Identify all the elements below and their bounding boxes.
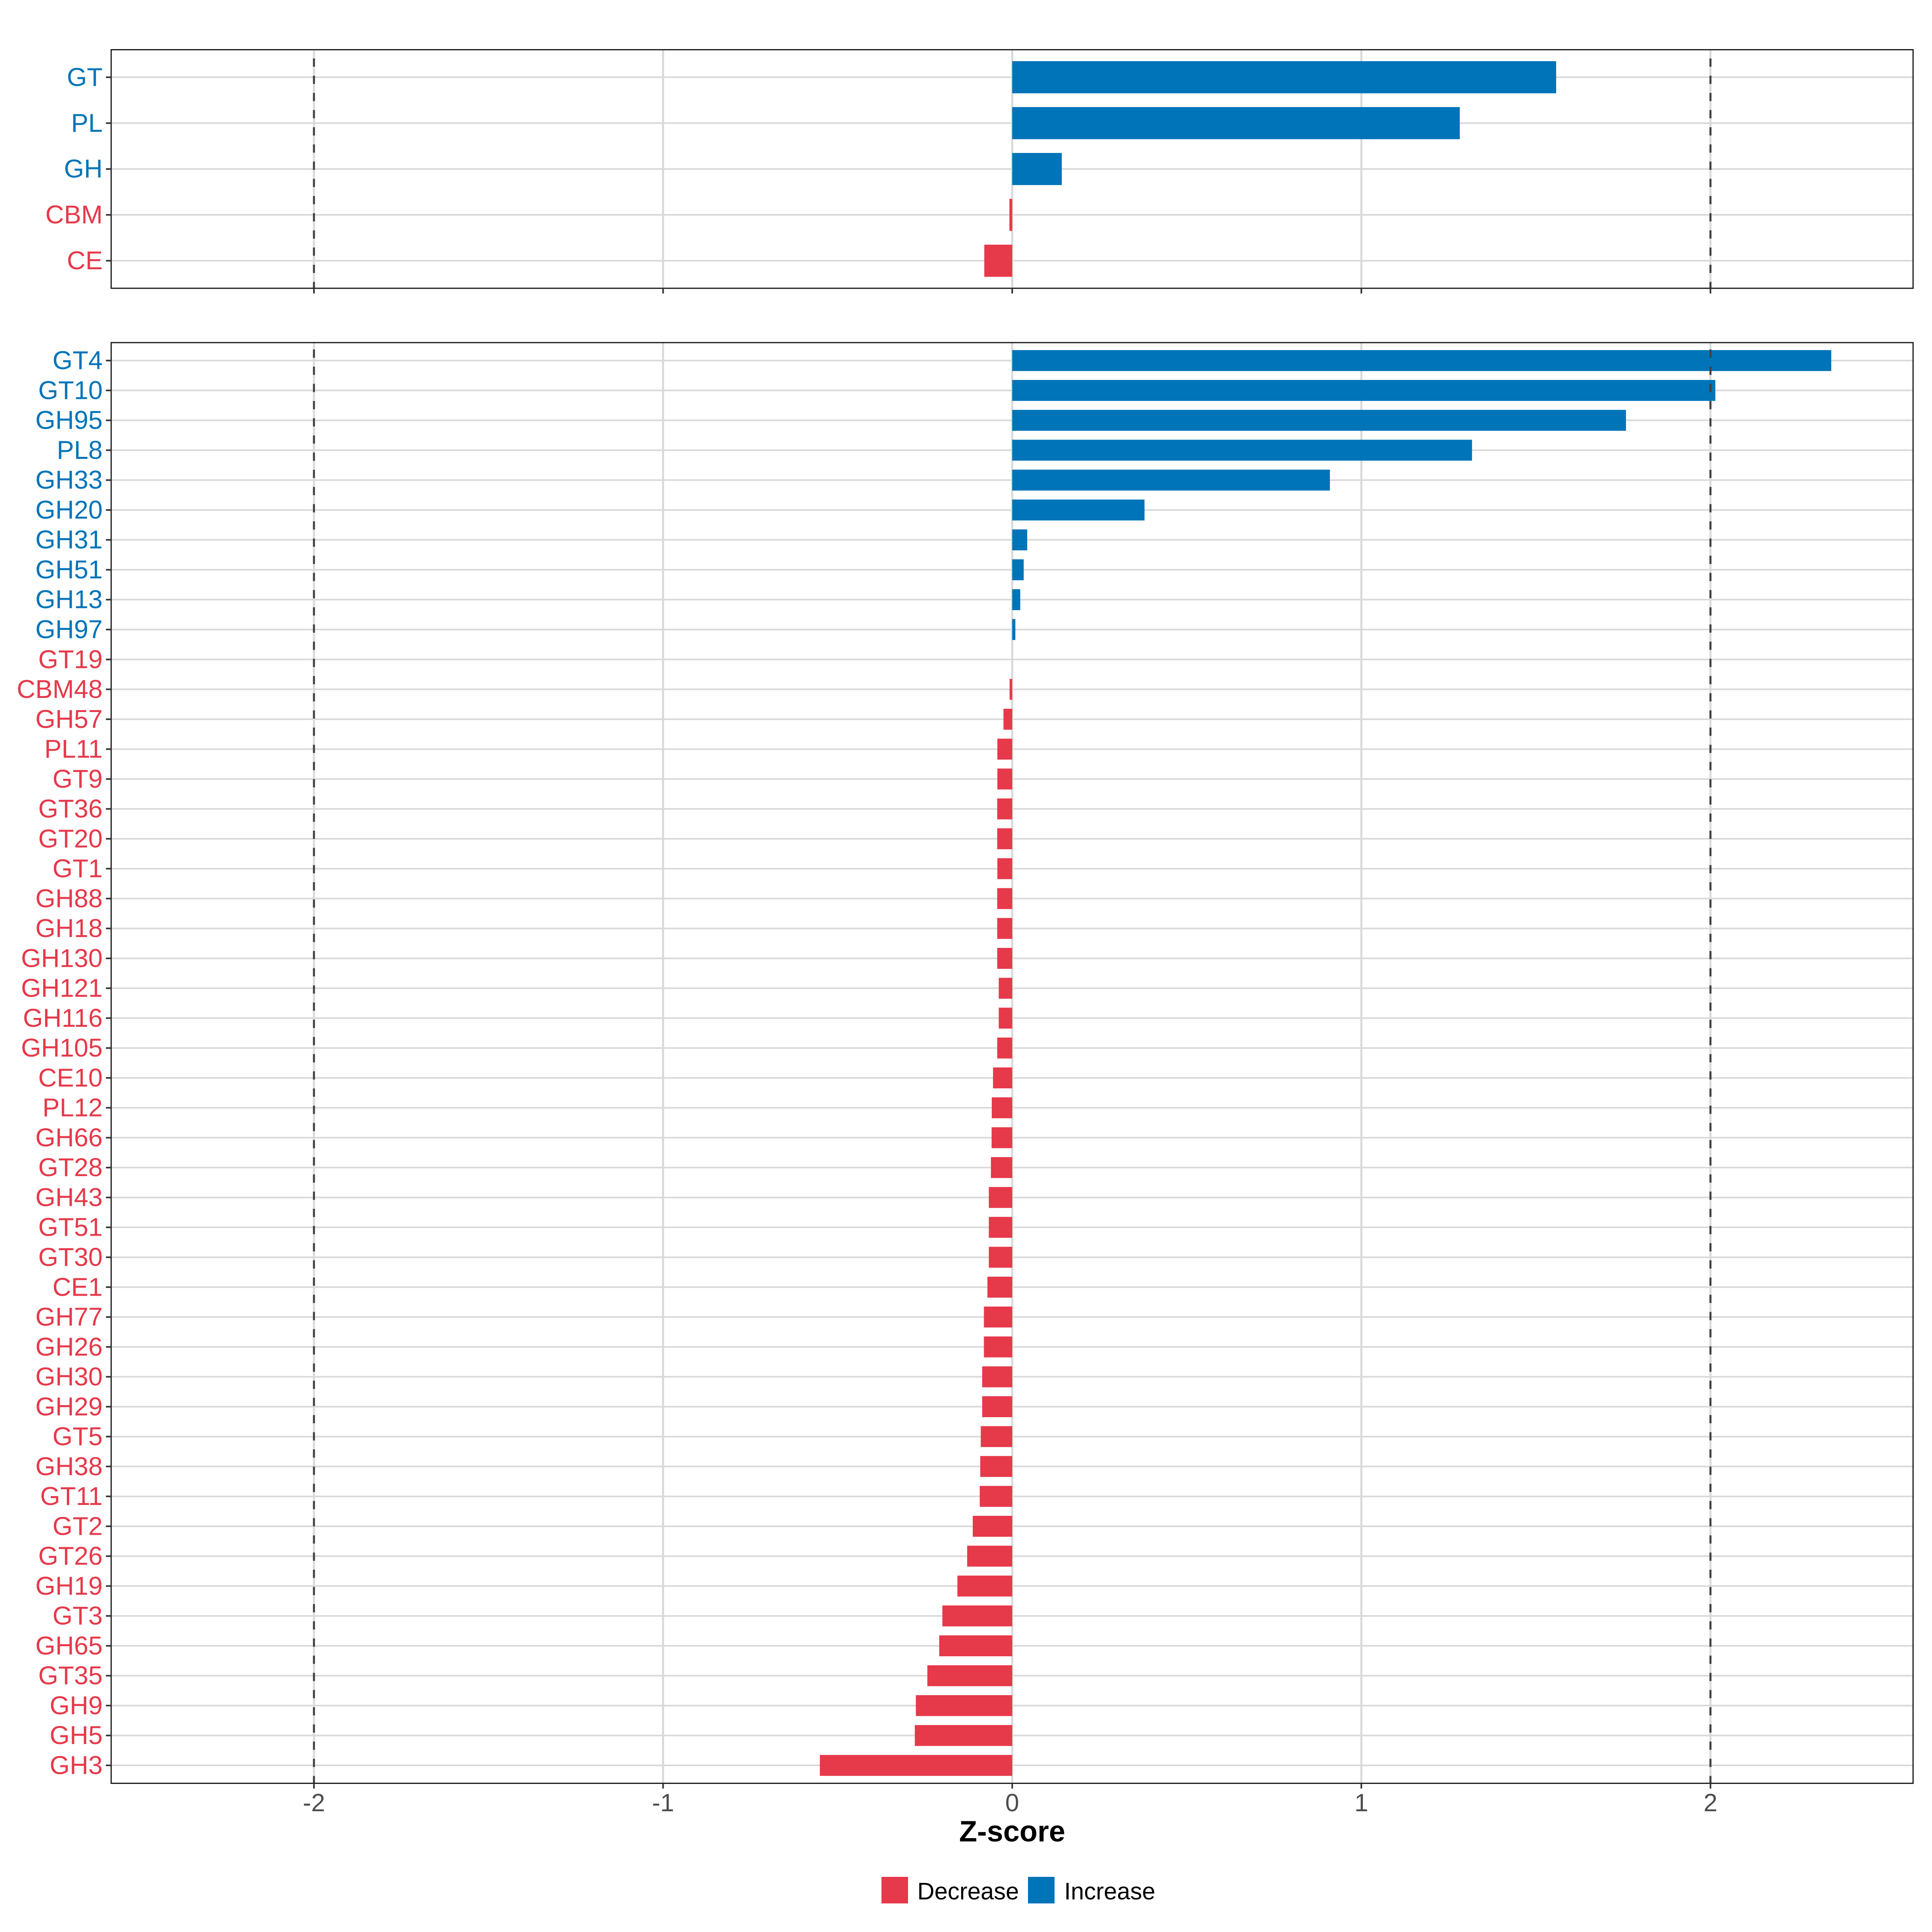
svg-text:GT19: GT19 <box>38 645 103 674</box>
svg-text:Increase: Increase <box>1064 1878 1155 1905</box>
svg-text:GH3: GH3 <box>50 1750 103 1779</box>
svg-text:GH51: GH51 <box>35 555 103 584</box>
svg-text:CBM: CBM <box>45 200 103 229</box>
svg-text:GH33: GH33 <box>35 465 103 494</box>
svg-text:GH38: GH38 <box>35 1452 103 1481</box>
svg-text:GT20: GT20 <box>38 824 103 853</box>
svg-text:GH88: GH88 <box>35 884 103 913</box>
svg-text:GT10: GT10 <box>38 376 103 405</box>
svg-text:2: 2 <box>1703 1789 1717 1817</box>
svg-text:GH66: GH66 <box>35 1123 103 1152</box>
svg-text:PL: PL <box>71 108 103 137</box>
svg-text:GT26: GT26 <box>38 1542 103 1571</box>
svg-text:GT30: GT30 <box>38 1243 103 1271</box>
svg-text:GH77: GH77 <box>35 1302 103 1331</box>
svg-text:GH43: GH43 <box>35 1183 103 1212</box>
svg-text:GT: GT <box>67 62 103 91</box>
svg-text:CBM48: CBM48 <box>17 675 103 704</box>
svg-text:GH30: GH30 <box>35 1362 103 1391</box>
svg-text:GH: GH <box>64 154 103 183</box>
svg-text:0: 0 <box>1005 1789 1019 1817</box>
svg-text:GT1: GT1 <box>53 854 103 883</box>
svg-text:GH5: GH5 <box>50 1721 103 1750</box>
svg-text:Z-score: Z-score <box>959 1815 1065 1848</box>
svg-text:GT35: GT35 <box>38 1661 103 1690</box>
svg-text:GH116: GH116 <box>23 1003 103 1032</box>
svg-text:GT2: GT2 <box>53 1511 103 1540</box>
svg-text:GH97: GH97 <box>35 615 103 644</box>
svg-text:GT3: GT3 <box>53 1601 103 1630</box>
svg-text:GH95: GH95 <box>35 406 103 435</box>
svg-text:GT11: GT11 <box>40 1482 103 1511</box>
svg-text:CE1: CE1 <box>53 1272 103 1301</box>
svg-text:GH26: GH26 <box>35 1332 103 1361</box>
svg-text:GH29: GH29 <box>35 1392 103 1421</box>
svg-text:PL12: PL12 <box>43 1093 103 1122</box>
svg-text:GH20: GH20 <box>35 495 103 524</box>
svg-text:GH13: GH13 <box>35 585 103 614</box>
svg-text:GT5: GT5 <box>53 1422 103 1451</box>
svg-text:GT4: GT4 <box>53 346 103 375</box>
svg-text:GT9: GT9 <box>53 764 103 793</box>
svg-text:1: 1 <box>1354 1789 1368 1817</box>
svg-text:GH19: GH19 <box>35 1571 103 1600</box>
svg-text:GH130: GH130 <box>21 943 103 972</box>
svg-text:GH9: GH9 <box>50 1691 103 1720</box>
svg-text:-2: -2 <box>303 1789 325 1817</box>
svg-text:CE: CE <box>67 246 103 275</box>
svg-text:GT28: GT28 <box>38 1153 103 1182</box>
svg-text:GH105: GH105 <box>21 1033 103 1062</box>
svg-text:-1: -1 <box>652 1789 674 1817</box>
svg-text:GH31: GH31 <box>35 525 103 554</box>
svg-text:GT51: GT51 <box>38 1213 103 1242</box>
svg-text:CE10: CE10 <box>38 1063 103 1092</box>
svg-text:PL8: PL8 <box>57 436 103 464</box>
svg-text:GT36: GT36 <box>38 794 103 823</box>
svg-text:GH121: GH121 <box>21 974 103 1003</box>
svg-text:Decrease: Decrease <box>917 1878 1019 1905</box>
svg-text:GH65: GH65 <box>35 1631 103 1660</box>
svg-text:GH18: GH18 <box>35 914 103 943</box>
svg-text:GH57: GH57 <box>35 704 103 733</box>
svg-text:PL11: PL11 <box>44 735 103 764</box>
